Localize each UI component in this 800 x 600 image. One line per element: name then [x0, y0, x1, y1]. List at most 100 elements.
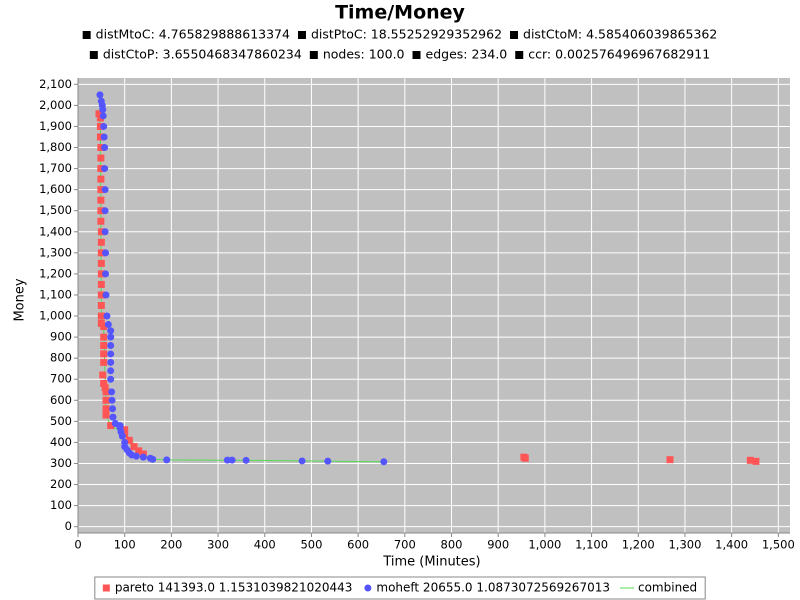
- point: [100, 333, 108, 341]
- point: [101, 384, 109, 392]
- point: [118, 432, 126, 440]
- point: [107, 358, 115, 366]
- y-tick-label: 500: [50, 414, 72, 428]
- point: [102, 270, 110, 278]
- x-tick-label: 1,100: [575, 538, 608, 552]
- point: [109, 405, 117, 413]
- y-tick-label: 1,800: [39, 140, 72, 154]
- point: [100, 358, 108, 366]
- y-tick-label: 1,600: [39, 182, 72, 196]
- y-tick-label: 1,300: [39, 245, 72, 259]
- x-tick-label: 100: [114, 538, 136, 552]
- y-tick-label: 0: [65, 519, 72, 533]
- legend-label: combined: [638, 581, 697, 595]
- subtitle-marker: [412, 51, 421, 59]
- y-tick-label: 900: [50, 330, 72, 344]
- x-tick-label: 0: [74, 538, 81, 552]
- subtitle-marker: [515, 51, 524, 59]
- x-tick-label: 400: [254, 538, 276, 552]
- point: [100, 350, 108, 358]
- point: [108, 396, 116, 404]
- point: [101, 228, 109, 236]
- x-tick-label: 1,000: [528, 538, 561, 552]
- legend-marker: [102, 584, 110, 592]
- x-tick-label: 1,500: [762, 538, 795, 552]
- y-axis-label: Money: [13, 278, 28, 321]
- legend-marker: [364, 584, 372, 592]
- point: [139, 453, 147, 461]
- y-tick-label: 1,100: [39, 287, 72, 301]
- point: [102, 291, 110, 299]
- point: [97, 302, 105, 309]
- point: [97, 249, 105, 257]
- x-tick-label: 1,300: [668, 538, 701, 552]
- point: [100, 122, 108, 130]
- point: [99, 106, 107, 114]
- point: [102, 249, 110, 257]
- chart-title: Time/Money: [335, 2, 465, 24]
- point: [97, 291, 105, 299]
- point: [107, 342, 115, 350]
- point: [109, 413, 117, 421]
- point: [149, 455, 157, 463]
- y-tick-label: 1,900: [39, 119, 72, 133]
- point: [163, 456, 171, 464]
- x-tick-label: 700: [394, 538, 416, 552]
- subtitle-marker: [82, 31, 91, 39]
- point: [666, 456, 674, 464]
- point: [100, 323, 108, 331]
- point: [521, 454, 529, 462]
- point: [95, 110, 103, 118]
- legend-label: moheft 20655.0 1.0873072569267013: [376, 581, 610, 595]
- point: [97, 175, 105, 183]
- subtitle: distMtoC: 4.765829888613374: [96, 27, 290, 42]
- point: [102, 396, 110, 404]
- y-tick-label: 1,000: [39, 309, 72, 323]
- point: [97, 196, 105, 204]
- y-tick-label: 700: [50, 372, 72, 386]
- point: [132, 452, 140, 460]
- point: [130, 443, 138, 451]
- x-tick-label: 1,400: [715, 538, 748, 552]
- point: [97, 144, 105, 152]
- point: [107, 367, 115, 375]
- point: [99, 371, 107, 379]
- point: [97, 165, 105, 173]
- point: [752, 457, 760, 465]
- point: [324, 457, 332, 465]
- x-tick-label: 200: [160, 538, 182, 552]
- y-tick-label: 100: [50, 498, 72, 512]
- point: [100, 342, 108, 350]
- point: [103, 312, 111, 320]
- point: [97, 228, 105, 236]
- subtitle: distPtoC: 18.55252929352962: [311, 27, 502, 42]
- y-tick-label: 1,500: [39, 203, 72, 217]
- x-tick-label: 500: [300, 538, 322, 552]
- point: [121, 426, 129, 434]
- point: [108, 388, 116, 396]
- point: [97, 186, 105, 194]
- legend-label: pareto 141393.0 1.1531039821020443: [115, 581, 353, 595]
- plot-area: [78, 78, 790, 533]
- x-tick-label: 800: [441, 538, 463, 552]
- point: [107, 333, 115, 341]
- subtitle-marker: [309, 51, 318, 59]
- point: [380, 458, 388, 466]
- y-tick-label: 1,200: [39, 266, 72, 280]
- point: [242, 456, 250, 464]
- x-tick-label: 600: [347, 538, 369, 552]
- subtitle: edges: 234.0: [426, 47, 508, 62]
- point: [96, 91, 104, 99]
- point: [746, 456, 754, 464]
- point: [107, 375, 115, 383]
- point: [97, 217, 105, 225]
- point: [107, 350, 115, 358]
- point: [125, 436, 133, 444]
- point: [102, 405, 110, 413]
- legend-box: [94, 576, 706, 600]
- x-tick-label: 900: [487, 538, 509, 552]
- point: [107, 327, 115, 335]
- point: [97, 154, 105, 162]
- y-tick-label: 200: [50, 477, 72, 491]
